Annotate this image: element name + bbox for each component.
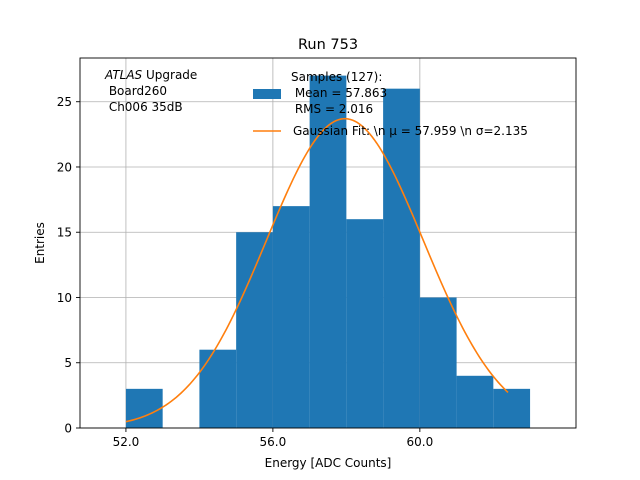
upgrade-label: Upgrade — [142, 68, 197, 82]
histogram-bar-9 — [456, 375, 494, 428]
y-tick-label-3: 15 — [57, 226, 72, 240]
legend-hist-line-1: Samples (127): — [291, 70, 382, 84]
svg-text:ATLAS Upgrade: ATLAS Upgrade — [104, 68, 197, 82]
atlas-annotation: ATLAS Upgrade Board260 Ch006 35dB — [104, 68, 197, 114]
board-label: Board260 — [105, 84, 167, 98]
histogram-bar-10 — [493, 388, 531, 428]
histogram-bar-7 — [383, 88, 420, 428]
legend-swatch-histogram — [253, 89, 281, 99]
x-tick-label-1: 56.0 — [260, 435, 287, 449]
histogram-bar-3 — [236, 232, 273, 428]
y-tick-label-2: 10 — [57, 291, 72, 305]
y-axis-ticks: 0 5 10 15 20 25 — [57, 95, 80, 436]
y-tick-label-5: 25 — [57, 95, 72, 109]
histogram-bar-0 — [125, 388, 163, 428]
histogram-bar-4 — [272, 206, 310, 428]
legend-fit-label: Gaussian Fit: \n μ = 57.959 \n σ=2.135 — [293, 124, 528, 138]
plot-frame — [79, 57, 577, 429]
histogram-bar-2 — [199, 349, 237, 428]
legend-hist-line-3: RMS = 2.016 — [291, 102, 373, 116]
y-tick-label-1: 5 — [64, 356, 72, 370]
channel-label: Ch006 35dB — [105, 100, 183, 114]
x-tick-label-2: 60.0 — [406, 435, 433, 449]
y-axis-label: Entries — [33, 222, 47, 264]
y-tick-label-0: 0 — [64, 422, 72, 436]
legend-hist-line-2: Mean = 57.863 — [291, 86, 387, 100]
y-tick-label-4: 20 — [57, 160, 72, 174]
gaussian-fit-line — [125, 117, 509, 423]
histogram-bar-5 — [309, 75, 347, 428]
histogram-bars — [125, 75, 531, 428]
histogram-bar-6 — [346, 219, 384, 428]
legend: Samples (127): Mean = 57.863 RMS = 2.016… — [253, 70, 528, 138]
x-axis-ticks: 52.0 56.0 60.0 — [113, 428, 433, 449]
histogram-bar-8 — [419, 297, 457, 428]
atlas-label: ATLAS — [104, 68, 143, 82]
x-axis-label: Energy [ADC Counts] — [265, 456, 392, 470]
x-tick-label-0: 52.0 — [113, 435, 140, 449]
chart-title: Run 753 — [298, 37, 358, 53]
